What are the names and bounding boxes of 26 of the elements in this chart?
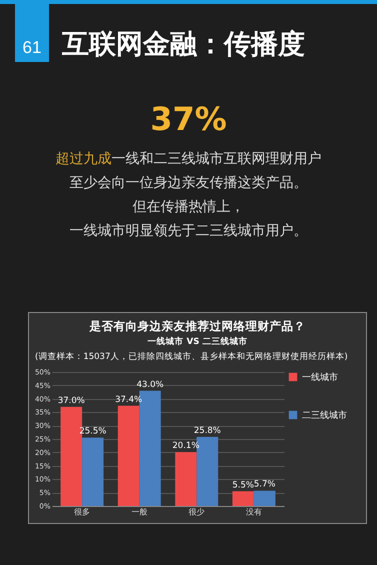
text: 一线城市明显领先于二三线城市用户。: [68, 222, 308, 240]
text: 但在传播热情上，: [132, 198, 246, 216]
bar: [118, 406, 140, 506]
bar: [82, 438, 104, 506]
text: 超过九成: [56, 151, 112, 167]
data-label: 43.0%: [136, 380, 164, 390]
chart-title: 互联网金融：传播度: [62, 28, 305, 62]
x-tick-label: 很多: [74, 508, 90, 516]
data-label: 37.0%: [58, 396, 85, 406]
chart-subtitle: 是否有向身边亲友推荐过网络理财产品？: [88, 319, 306, 334]
x-tick-label: 没有: [246, 508, 262, 516]
data-label: 25.8%: [194, 426, 221, 436]
x-tick-label: 很少: [188, 508, 205, 516]
bar: [232, 491, 254, 506]
legend-label: 一线城市: [302, 372, 338, 383]
text: 一线城市 VS 二三线城市: [146, 336, 248, 348]
x-tick-label: 一般: [131, 508, 148, 516]
data-label: 5.5%: [232, 480, 254, 490]
text: 37%: [149, 100, 228, 138]
bar: [175, 452, 197, 506]
text: 至少会向一位身边亲友传播这类产品。: [68, 174, 308, 192]
bar: [254, 490, 276, 506]
text: (调查样本：15037人，已排除四线城市、县乡样本和无网络理财使用经历样本): [34, 351, 349, 363]
legend-label: 二三线城市: [302, 410, 347, 421]
text: 61: [15, 4, 49, 62]
data-label: 5.7%: [254, 480, 276, 490]
